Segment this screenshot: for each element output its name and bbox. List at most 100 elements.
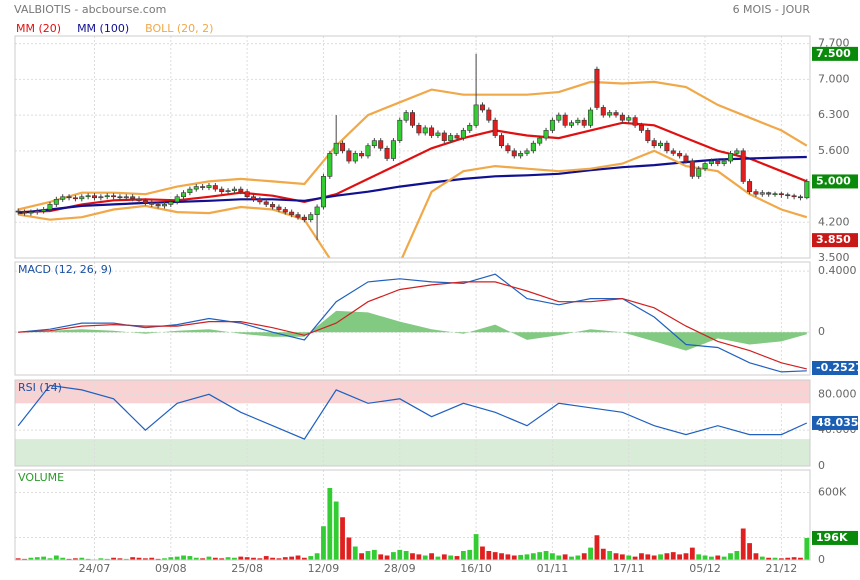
x-tick-label: 16/10 [460,562,492,575]
candle-body [231,188,237,191]
candle-body [66,196,72,199]
candle-body [244,191,250,198]
panel: 600K200K0VOLUME24/0709/0825/0812/0928/09… [14,469,858,575]
candle-body [600,107,606,116]
candle-body [397,119,403,141]
volume-bar [168,557,174,560]
candle-body [511,150,517,157]
candle-body [543,130,549,139]
volume-bar [594,535,600,560]
candle-body [766,192,772,195]
volume-bar [193,557,199,560]
value-marker-label: 3.850 [816,233,851,246]
candle-body [314,206,320,215]
volume-bar [632,556,638,560]
volume-bar [340,517,345,560]
candle-body [123,196,129,199]
candle-body [390,140,396,159]
indicator-line [18,121,808,214]
volume-bar [607,551,613,560]
panel-border [14,469,811,561]
y-tick-label: 80.000 [818,387,857,400]
volume-bar [670,552,676,560]
volume-bar [308,556,314,560]
candle-body [785,194,791,197]
volume-bar [149,557,155,560]
volume-bar [721,556,727,560]
volume-bar [626,555,632,560]
volume-bar [486,551,492,560]
volume-bar [467,549,473,560]
legend-entry: BOLL (20, 2) [145,22,213,35]
volume-bar [435,556,441,560]
candle-body [320,176,326,208]
volume-bar [518,554,524,560]
candle-body [708,160,714,164]
volume-bar [270,557,275,560]
candle-body [664,142,670,152]
candle-body [626,117,632,121]
volume-bar [556,555,562,560]
candle-body [791,195,797,198]
volume-bar [251,557,256,560]
volume-bar [397,549,403,560]
candle-body [301,216,307,221]
candle-body [702,163,708,169]
candle-body [499,135,505,147]
volume-bar [53,555,59,560]
plot-area [15,262,810,375]
volume-bar [327,488,333,560]
volume-bar [60,557,66,560]
volume-bar [454,556,460,560]
y-tick-label: 3.500 [818,251,850,264]
candle-body [651,140,657,147]
y-tick-label: 0.4000 [818,264,857,277]
candle-body [537,137,543,144]
volume-bar [22,558,27,560]
candle-body [549,119,555,131]
candle-body [168,201,174,205]
volume-bar [142,558,148,560]
volume-bar [416,554,422,560]
volume-bar [276,558,282,560]
y-tick-label: 5.600 [818,144,850,157]
candle-body [492,119,498,136]
volume-bar [155,558,161,560]
volume-bar [219,558,225,560]
volume-bar [677,554,683,560]
candle-body [60,196,66,200]
volume-bar [28,557,34,560]
candle-body [333,142,339,154]
indicator-line [17,80,808,211]
candle-body [772,193,778,195]
y-tick-label: 0 [818,325,825,338]
candle-body [530,142,536,152]
volume-bar [702,555,708,560]
volume-bar [257,558,263,560]
candle-body [359,153,365,157]
candle-body [448,135,454,141]
candle-body [161,204,167,207]
candle-body [441,132,447,141]
candle-body [638,125,644,131]
volume-bar [371,549,377,560]
volume-bar [499,553,504,560]
candle-body [721,160,727,164]
volume-bar [689,547,695,560]
volume-bar [543,551,549,560]
volume-bar [162,558,167,560]
volume-bar [346,537,352,560]
volume-bar [365,551,371,560]
volume-bar [136,557,142,560]
plot-area [15,36,810,258]
volume-bar [651,555,657,560]
x-tick-label: 09/08 [155,562,187,575]
volume-bar [225,557,231,560]
candle-body [104,195,110,198]
candle-body [251,196,257,200]
volume-bar [79,557,85,560]
value-marker [812,361,858,375]
volume-bar [658,554,663,560]
volume-bar [181,555,186,560]
